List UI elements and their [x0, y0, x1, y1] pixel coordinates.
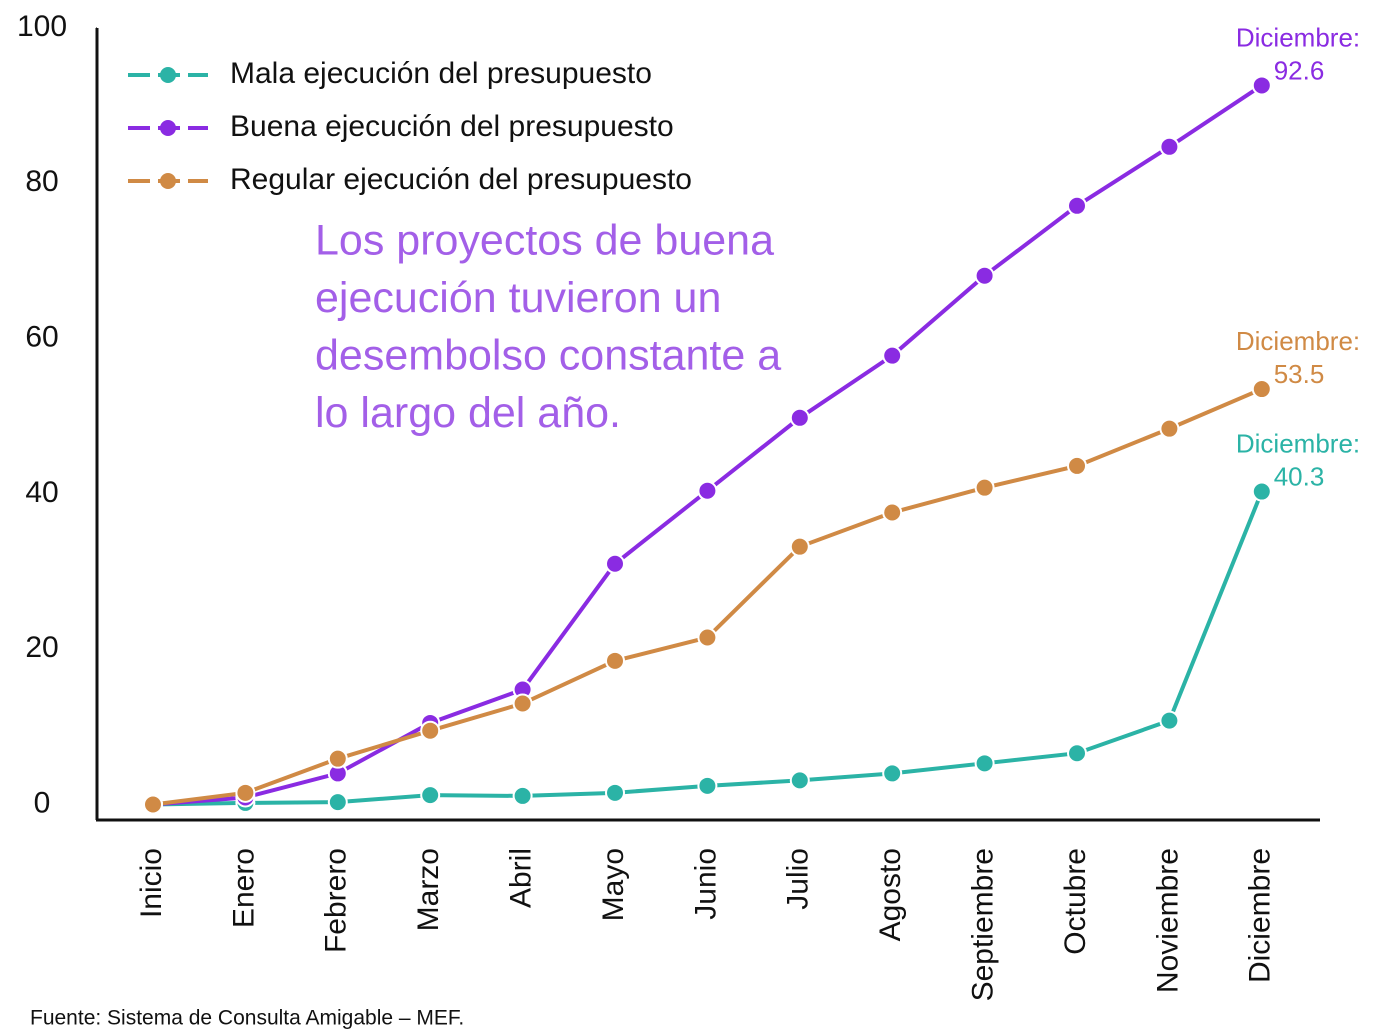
- annotation-text: lo largo del año.: [315, 389, 621, 437]
- data-point: [1251, 379, 1272, 400]
- data-point: [1067, 455, 1087, 476]
- x-tick-label: Mayo: [597, 848, 630, 921]
- x-tick-label: Diciembre: [1244, 848, 1277, 983]
- data-point: [974, 477, 995, 498]
- series-line: [152, 490, 1264, 807]
- data-point: [1251, 75, 1272, 96]
- x-tick-label: Inicio: [135, 848, 168, 918]
- annotation-text: desembolso constante a: [315, 331, 781, 379]
- value-label: 53.5: [1274, 359, 1325, 389]
- legend-label: Mala ejecución del presupuesto: [230, 57, 652, 90]
- data-point: [1159, 418, 1180, 439]
- data-point: [974, 753, 995, 774]
- x-tick-label: Enero: [227, 848, 260, 928]
- legend-label: Buena ejecución del presupuesto: [230, 110, 674, 143]
- data-point: [512, 693, 533, 714]
- data-point: [1159, 710, 1180, 731]
- end-label: Diciembre:: [1236, 326, 1360, 356]
- data-point: [1067, 743, 1087, 764]
- data-point: [327, 792, 348, 813]
- legend-marker: [160, 120, 176, 136]
- y-tick-label: 20: [25, 631, 58, 664]
- value-label: 92.6: [1274, 55, 1325, 85]
- data-point: [143, 794, 163, 815]
- data-point: [789, 536, 810, 557]
- data-point: [420, 720, 441, 741]
- data-point: [882, 763, 903, 784]
- data-point: [605, 782, 625, 803]
- x-tick-label: Marzo: [412, 848, 445, 931]
- series-line: [152, 387, 1263, 807]
- data-point: [882, 502, 903, 523]
- x-tick-label: Julio: [782, 848, 815, 910]
- data-point: [235, 782, 256, 803]
- y-tick-label: 0: [34, 786, 51, 819]
- y-tick-label: 100: [17, 10, 67, 43]
- x-tick-label: Noviembre: [1151, 848, 1184, 993]
- value-label: 40.3: [1274, 461, 1325, 491]
- data-point: [1251, 481, 1272, 502]
- x-tick-label: Junio: [689, 848, 722, 920]
- y-tick-label: 40: [25, 476, 58, 509]
- legend-marker: [160, 67, 176, 83]
- source-note: Fuente: Sistema de Consulta Amigable – M…: [30, 1007, 464, 1030]
- y-tick-label: 80: [25, 165, 58, 198]
- x-tick-label: Agosto: [874, 848, 907, 941]
- data-point: [882, 345, 903, 366]
- data-point: [1159, 136, 1180, 157]
- y-tick-label: 60: [25, 321, 58, 354]
- data-point: [697, 775, 718, 796]
- x-tick-label: Octubre: [1059, 848, 1092, 955]
- data-point: [1067, 195, 1087, 216]
- legend-marker: [160, 173, 176, 189]
- data-point: [605, 650, 625, 671]
- data-point: [789, 770, 810, 791]
- data-point: [789, 407, 810, 428]
- data-point: [420, 785, 441, 806]
- data-point: [327, 748, 348, 769]
- annotation-text: Los proyectos de buena: [315, 216, 774, 264]
- x-tick-label: Septiembre: [967, 848, 1000, 1001]
- data-point: [605, 553, 625, 574]
- x-tick-label: Febrero: [320, 848, 353, 953]
- data-point: [697, 480, 718, 501]
- data-point: [697, 627, 718, 648]
- data-point: [974, 265, 995, 286]
- annotation-text: ejecución tuvieron un: [315, 274, 721, 322]
- data-point: [512, 785, 533, 806]
- end-label: Diciembre:: [1236, 428, 1360, 458]
- legend-label: Regular ejecución del presupuesto: [230, 163, 692, 196]
- end-label: Diciembre:: [1236, 22, 1360, 52]
- x-tick-label: Abril: [505, 848, 538, 908]
